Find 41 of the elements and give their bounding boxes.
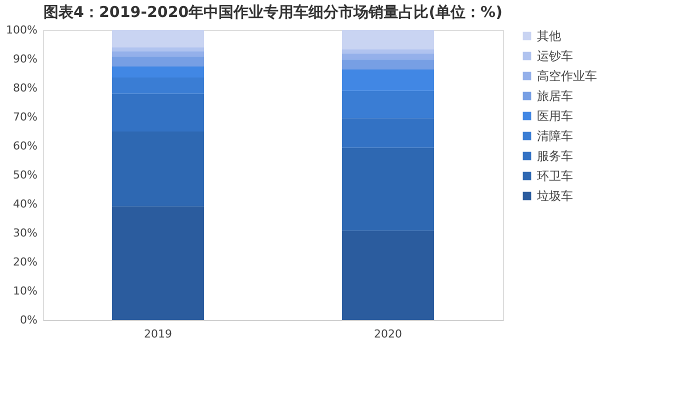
- y-tick-label: 90%: [13, 52, 38, 66]
- bar: [342, 59, 434, 70]
- bar: [342, 148, 434, 231]
- legend-label: 清障车: [537, 129, 573, 143]
- bar: [112, 94, 204, 132]
- y-tick-label: 20%: [13, 256, 38, 268]
- y-tick-label: 100%: [6, 24, 38, 36]
- bar: [342, 30, 434, 50]
- x-tick-label: 2020: [374, 328, 402, 340]
- legend-label: 旅居车: [537, 89, 573, 103]
- bar: [112, 47, 204, 52]
- legend-label: 高空作业车: [537, 69, 597, 83]
- bar: [112, 132, 204, 206]
- bar: [112, 56, 204, 67]
- bar: [342, 230, 434, 320]
- y-tick-label: 70%: [13, 110, 38, 124]
- bar: [112, 78, 204, 94]
- legend-label: 服务车: [537, 149, 573, 163]
- y-tick-label: 80%: [13, 82, 38, 94]
- legend-label: 其他: [537, 29, 561, 43]
- legend-label: 医用车: [537, 109, 573, 123]
- legend-label: 环卫车: [537, 169, 573, 183]
- chart-title: 图表4：2019-2020年中国作业专用车细分市场销量占比(单位：%): [44, 3, 502, 21]
- bar: [342, 90, 434, 118]
- bar: [112, 206, 204, 320]
- legend-label: 运钞车: [537, 49, 573, 63]
- y-tick-label: 10%: [13, 284, 38, 298]
- bar: [112, 30, 204, 48]
- legend-label: 垃圾车: [536, 189, 573, 203]
- bar: [112, 66, 204, 78]
- x-tick-label: 2019: [144, 328, 172, 340]
- y-tick-label: 50%: [13, 168, 38, 182]
- y-tick-label: 40%: [13, 198, 38, 210]
- y-tick-label: 30%: [13, 226, 38, 240]
- bar: [342, 69, 434, 91]
- y-tick-label: 0%: [20, 314, 38, 326]
- y-tick-label: 60%: [13, 140, 38, 152]
- bar: [342, 49, 434, 54]
- bar: [342, 53, 434, 60]
- bar: [342, 118, 434, 148]
- bar: [112, 51, 204, 56]
